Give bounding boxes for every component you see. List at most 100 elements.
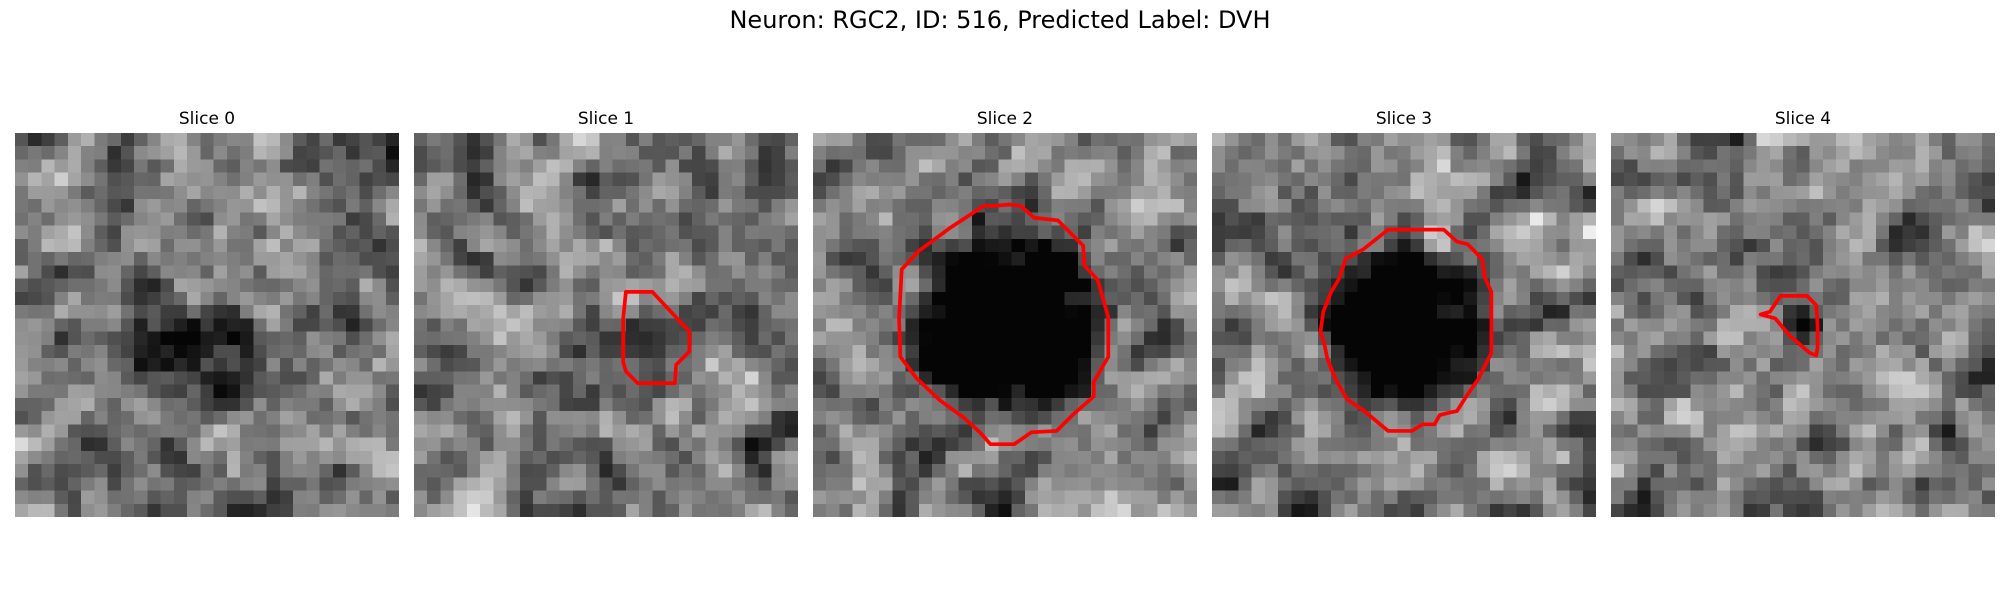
pixel [1130, 172, 1145, 187]
pixel [945, 331, 959, 346]
pixel [586, 305, 600, 319]
pixel [41, 503, 55, 517]
pixel [28, 450, 42, 465]
pixel [1809, 185, 1824, 200]
pixel [546, 371, 560, 385]
pixel [200, 384, 214, 399]
pixel [1278, 225, 1292, 240]
pixel [306, 477, 320, 491]
pixel [718, 265, 733, 279]
pixel [279, 397, 294, 412]
pixel [200, 265, 214, 279]
pixel [599, 252, 613, 266]
pixel [506, 318, 521, 332]
pixel [94, 238, 108, 253]
pixel [665, 503, 680, 517]
pixel [1915, 358, 1930, 372]
pixel [440, 344, 454, 359]
pixel [226, 437, 241, 452]
pixel [1743, 252, 1757, 266]
pixel [1569, 344, 1584, 359]
pixel [94, 477, 108, 491]
pixel [1051, 464, 1065, 478]
pixel [493, 252, 507, 266]
pixel [1756, 318, 1771, 332]
pixel [998, 384, 1012, 399]
pixel [1637, 464, 1651, 478]
pixel [1064, 397, 1079, 412]
pixel [15, 384, 29, 399]
pixel [1278, 344, 1292, 359]
pixel [1437, 278, 1451, 293]
pixel [1130, 503, 1145, 517]
pixel [1556, 358, 1570, 372]
pixel [385, 278, 399, 293]
pixel [1611, 146, 1625, 160]
pixel [1611, 411, 1625, 425]
pixel [572, 477, 587, 491]
pixel [1611, 424, 1625, 438]
pixel [1183, 185, 1197, 200]
pixel [1051, 133, 1065, 147]
pixel [120, 225, 135, 240]
pixel [1370, 464, 1385, 478]
pixel [1423, 133, 1438, 147]
pixel [731, 371, 746, 385]
pixel [1317, 477, 1332, 491]
pixel [1384, 450, 1398, 465]
pixel [718, 305, 733, 319]
pixel [134, 199, 148, 213]
pixel [758, 265, 772, 279]
pixel [94, 172, 108, 187]
pixel [466, 424, 481, 438]
pixel [1822, 265, 1837, 279]
pixel [1130, 358, 1145, 372]
pixel [612, 503, 627, 517]
pixel [1304, 212, 1319, 226]
pixel [1942, 252, 1956, 266]
pixel [546, 437, 560, 452]
pixel [1836, 172, 1850, 187]
pixel [1251, 185, 1266, 200]
pixel [1144, 133, 1158, 147]
slice-title-0: Slice 0 [178, 109, 236, 129]
pixel [346, 133, 360, 147]
pixel [1251, 159, 1266, 173]
pixel [1183, 159, 1197, 173]
pixel [1011, 238, 1026, 253]
pixel [306, 252, 320, 266]
pixel [1077, 172, 1092, 187]
pixel [1397, 358, 1411, 372]
pixel [932, 318, 946, 332]
pixel [852, 212, 867, 226]
pixel [385, 238, 399, 253]
pixel [572, 199, 587, 213]
pixel [1889, 411, 1903, 425]
pixel [1730, 358, 1744, 372]
pixel [1743, 159, 1757, 173]
pixel [346, 146, 360, 160]
pixel [758, 159, 772, 173]
pixel [67, 265, 82, 279]
pixel [1077, 133, 1092, 147]
pixel [1611, 133, 1625, 147]
pixel [1238, 159, 1252, 173]
pixel [1397, 199, 1411, 213]
pixel [1516, 146, 1531, 160]
pixel [1144, 331, 1158, 346]
pixel [1278, 318, 1292, 332]
pixel [54, 331, 69, 346]
pixel [1170, 318, 1185, 332]
pixel [1450, 199, 1464, 213]
pixel [533, 411, 547, 425]
pixel [187, 212, 201, 226]
pixel [1650, 477, 1665, 491]
pixel [134, 450, 148, 465]
pixel [1423, 384, 1438, 399]
pixel [771, 265, 786, 279]
pixel [1225, 172, 1239, 187]
slice-title-3: Slice 3 [1375, 109, 1433, 129]
pixel [1397, 503, 1411, 517]
pixel [998, 265, 1012, 279]
pixel [359, 212, 373, 226]
